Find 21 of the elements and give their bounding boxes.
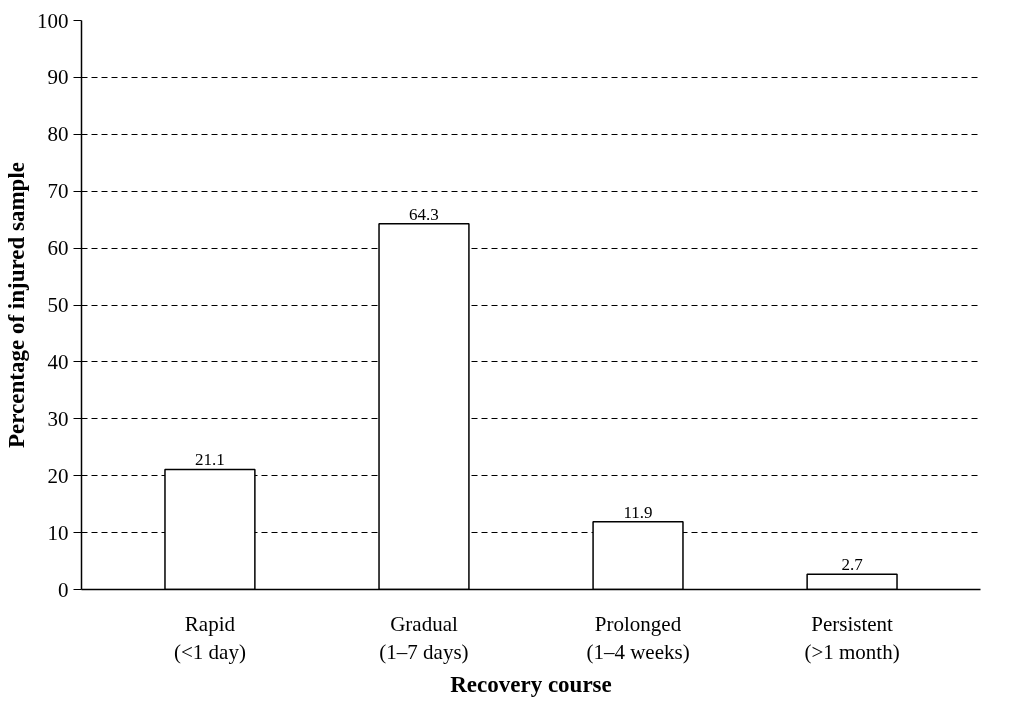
x-tick-label: Gradual (1–7 days) xyxy=(379,611,469,665)
y-tick-label: 90 xyxy=(47,65,69,90)
y-tick-label: 100 xyxy=(37,8,69,33)
data-label: 64.3 xyxy=(409,204,439,224)
x-axis-title: Recovery course xyxy=(450,672,612,698)
y-tick-label: 60 xyxy=(47,236,69,261)
y-tick-label: 0 xyxy=(58,577,69,602)
y-tick-label: 20 xyxy=(47,463,69,488)
data-label: 11.9 xyxy=(623,502,653,522)
y-tick-label: 70 xyxy=(47,179,69,204)
x-tick-label: Prolonged (1–4 weeks) xyxy=(586,611,690,665)
y-tick-label: 10 xyxy=(47,520,69,545)
y-tick-label: 80 xyxy=(47,122,69,147)
data-label: 2.7 xyxy=(841,555,864,575)
y-tick-label: 30 xyxy=(47,406,69,431)
x-tick-label: Persistent (>1 month) xyxy=(804,611,900,665)
y-tick-label: 40 xyxy=(47,349,69,374)
y-tick-label: 50 xyxy=(47,293,69,317)
x-tick-label: Rapid (<1 day) xyxy=(173,611,246,665)
y-axis-title: Percentage of injured sample xyxy=(4,162,29,448)
data-label: 21.1 xyxy=(195,450,225,470)
